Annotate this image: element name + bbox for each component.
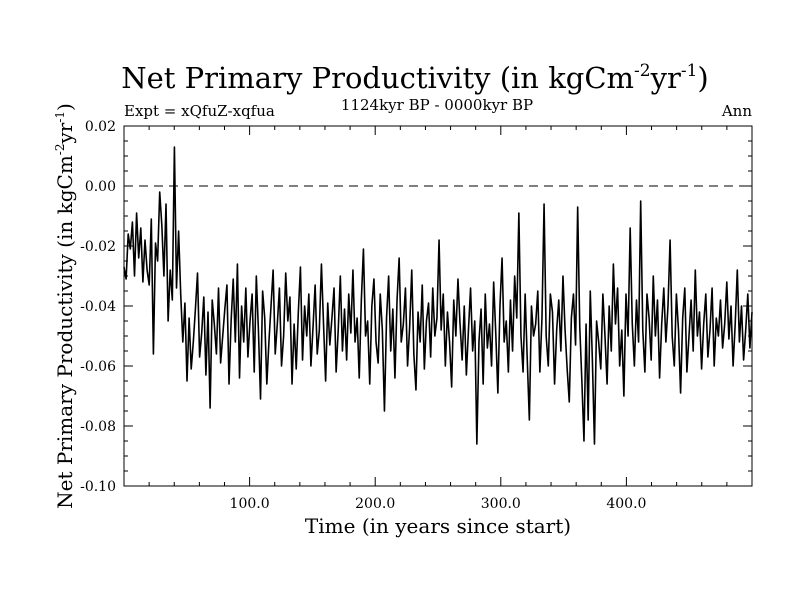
title-sup-1: -2 — [634, 61, 651, 81]
ylabel-sup-1: -2 — [53, 144, 67, 156]
x-tick-label: 200.0 — [355, 496, 395, 512]
title-mid: yr — [650, 61, 681, 95]
series-line-npp — [123, 146, 753, 445]
y-tick-label: -0.08 — [80, 419, 116, 435]
x-axis-ticks: 100.0 200.0 300.0 400.0 — [148, 126, 728, 512]
y-tick-label: 0.02 — [85, 119, 116, 135]
y-tick-label: -0.10 — [80, 479, 116, 495]
ylabel-mid: yr — [53, 122, 77, 144]
x-tick-label: 300.0 — [481, 496, 521, 512]
experiment-label: Expt = xQfuZ-xqfua — [124, 102, 275, 120]
chart-title: Net Primary Productivity (in kgCm-2yr-1) — [121, 61, 709, 95]
ylabel-sup-2: -1 — [53, 111, 67, 123]
y-tick-label: -0.06 — [80, 359, 116, 375]
y-tick-label: 0.00 — [85, 179, 116, 195]
y-tick-label: -0.04 — [80, 299, 116, 315]
ylabel-end: ) — [53, 103, 77, 111]
x-tick-label: 100.0 — [230, 496, 270, 512]
y-tick-label: -0.02 — [80, 239, 116, 255]
chart-subtitle: 1124kyr BP - 0000kyr BP — [341, 96, 533, 114]
y-axis-label: Net Primary Productivity (in kgCm-2yr-1) — [53, 103, 77, 509]
title-sup-2: -1 — [681, 61, 698, 81]
season-label: Ann — [721, 102, 752, 120]
title-end: ) — [697, 61, 708, 95]
x-axis-label: Time (in years since start) — [305, 514, 571, 538]
x-tick-label: 400.0 — [606, 496, 646, 512]
y-axis-ticks: 0.02 0.00 -0.02 -0.04 -0.06 -0.08 -0.10 — [80, 119, 752, 495]
